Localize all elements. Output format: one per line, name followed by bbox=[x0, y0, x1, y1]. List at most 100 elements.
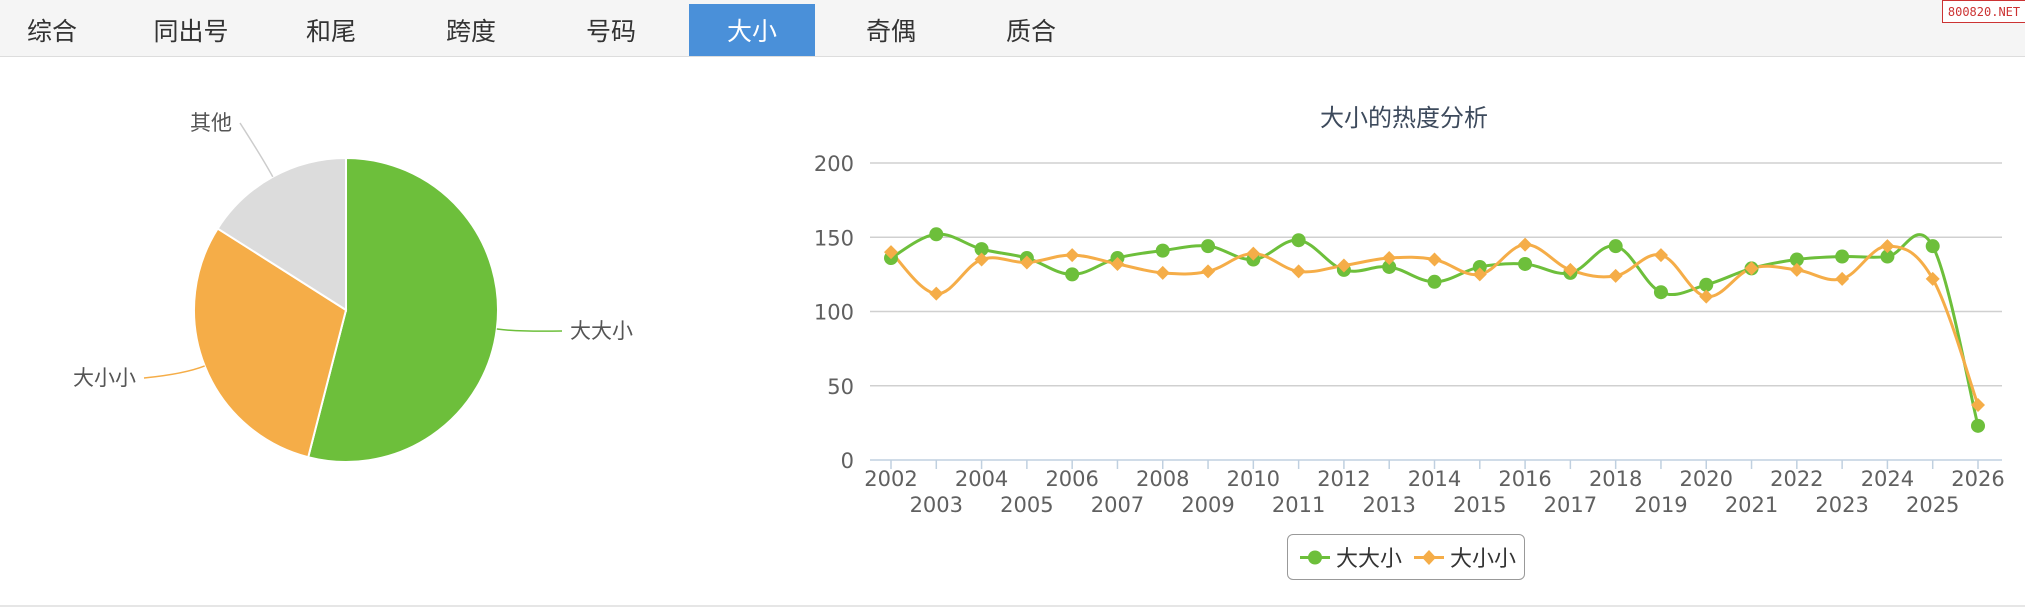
point-s1-2012 bbox=[1336, 258, 1351, 273]
point-s0-2022 bbox=[1789, 252, 1804, 267]
pie-slice-0 bbox=[306, 156, 499, 463]
point-s1-2026 bbox=[1971, 398, 1985, 413]
legend-item-daxiaoxiao[interactable]: 大小小 bbox=[1414, 535, 1516, 579]
point-s1-2003 bbox=[929, 286, 944, 301]
x-tick-label-2010: 2010 bbox=[1227, 467, 1280, 491]
point-s0-2019 bbox=[1653, 285, 1668, 300]
point-s0-2011 bbox=[1291, 233, 1306, 248]
point-s0-2025 bbox=[1925, 239, 1940, 254]
point-s1-2013 bbox=[1382, 251, 1397, 266]
x-tick-label-2004: 2004 bbox=[955, 467, 1008, 491]
pie-label-2: 其他 bbox=[190, 111, 232, 135]
pie-connector-0 bbox=[496, 328, 563, 332]
point-s1-2016 bbox=[1518, 237, 1533, 252]
x-tick-label-2014: 2014 bbox=[1408, 467, 1461, 491]
point-s1-2008 bbox=[1155, 265, 1170, 280]
point-s1-2015 bbox=[1472, 267, 1487, 282]
pie-connector-1 bbox=[143, 365, 205, 379]
x-tick-label-2026: 2026 bbox=[1951, 467, 2004, 491]
y-tick-label-200: 200 bbox=[814, 152, 854, 176]
point-s1-2022 bbox=[1789, 262, 1804, 277]
point-s0-2013 bbox=[1382, 259, 1397, 274]
chart-legend: 大大小 大小小 bbox=[1287, 534, 1525, 580]
x-tick-label-2007: 2007 bbox=[1091, 493, 1144, 517]
point-s1-2024 bbox=[1880, 239, 1895, 254]
point-s0-2009 bbox=[1201, 239, 1216, 254]
point-s0-2018 bbox=[1608, 239, 1623, 254]
x-tick-label-2013: 2013 bbox=[1362, 493, 1415, 517]
tab-bar: 综合 同出号 和尾 跨度 号码 大小 奇偶 质合 bbox=[0, 0, 2025, 57]
point-s1-2010 bbox=[1246, 246, 1261, 261]
point-s1-2011 bbox=[1291, 264, 1306, 279]
line-chart-title: 大小的热度分析 bbox=[1320, 104, 1488, 132]
x-tick-label-2012: 2012 bbox=[1317, 467, 1370, 491]
x-tick-label-2025: 2025 bbox=[1906, 493, 1959, 517]
legend-item-dadaxiao[interactable]: 大大小 bbox=[1300, 535, 1402, 579]
point-s0-2004 bbox=[974, 242, 989, 257]
x-tick-label-2011: 2011 bbox=[1272, 493, 1325, 517]
point-s1-2006 bbox=[1065, 248, 1080, 263]
x-tick-label-2015: 2015 bbox=[1453, 493, 1506, 517]
point-s0-2026 bbox=[1971, 418, 1985, 433]
x-tick-label-2019: 2019 bbox=[1634, 493, 1687, 517]
tab-zhihe[interactable]: 质合 bbox=[1005, 17, 1056, 46]
point-s1-2018 bbox=[1608, 268, 1623, 283]
x-tick-label-2021: 2021 bbox=[1725, 493, 1778, 517]
pie-label-1: 大小小 bbox=[73, 366, 136, 390]
bottom-divider bbox=[0, 605, 2025, 607]
tab-hewei[interactable]: 和尾 bbox=[305, 17, 356, 46]
tab-haoma[interactable]: 号码 bbox=[585, 17, 636, 46]
point-s0-2008 bbox=[1155, 243, 1170, 258]
tab-jiou[interactable]: 奇偶 bbox=[865, 17, 916, 46]
point-s1-2007 bbox=[1110, 256, 1125, 271]
point-s1-2005 bbox=[1019, 255, 1034, 270]
tab-zonghe[interactable]: 综合 bbox=[26, 17, 77, 46]
point-s1-2023 bbox=[1835, 271, 1850, 286]
legend-swatch-green bbox=[1300, 547, 1330, 567]
point-s0-2003 bbox=[929, 227, 944, 242]
pie-label-0: 大大小 bbox=[570, 319, 633, 343]
x-tick-label-2016: 2016 bbox=[1498, 467, 1551, 491]
y-tick-label-0: 0 bbox=[841, 449, 854, 473]
x-tick-label-2008: 2008 bbox=[1136, 467, 1189, 491]
point-s0-2023 bbox=[1835, 249, 1850, 264]
x-tick-label-2023: 2023 bbox=[1815, 493, 1868, 517]
point-s1-2021 bbox=[1744, 261, 1759, 276]
point-s0-2016 bbox=[1518, 256, 1533, 271]
x-tick-label-2022: 2022 bbox=[1770, 467, 1823, 491]
legend-label-daxiaoxiao: 大小小 bbox=[1450, 547, 1517, 572]
x-tick-label-2024: 2024 bbox=[1861, 467, 1914, 491]
point-s1-2014 bbox=[1427, 252, 1442, 267]
point-s1-2009 bbox=[1201, 264, 1216, 279]
x-tick-label-2002: 2002 bbox=[864, 467, 917, 491]
point-s1-2002 bbox=[884, 245, 898, 260]
x-tick-label-2009: 2009 bbox=[1181, 493, 1234, 517]
point-s1-2019 bbox=[1653, 248, 1668, 263]
x-tick-label-2020: 2020 bbox=[1680, 467, 1733, 491]
point-s0-2015 bbox=[1472, 259, 1487, 274]
y-tick-label-50: 50 bbox=[827, 375, 854, 399]
point-s1-2017 bbox=[1563, 262, 1578, 277]
site-watermark: 800820.NET bbox=[1942, 0, 2025, 23]
point-s1-2020 bbox=[1699, 289, 1714, 304]
x-tick-label-2006: 2006 bbox=[1045, 467, 1098, 491]
x-tick-label-2018: 2018 bbox=[1589, 467, 1642, 491]
x-tick-label-2005: 2005 bbox=[1000, 493, 1053, 517]
tab-tongchuhao[interactable]: 同出号 bbox=[153, 17, 229, 46]
tab-daxiao[interactable]: 大小 bbox=[689, 4, 815, 56]
tab-kuadu[interactable]: 跨度 bbox=[445, 17, 496, 46]
point-s0-2006 bbox=[1065, 267, 1080, 282]
pie-connector-2 bbox=[239, 122, 274, 178]
point-s0-2020 bbox=[1699, 277, 1714, 292]
legend-label-dadaxiao: 大大小 bbox=[1336, 547, 1403, 572]
y-tick-label-100: 100 bbox=[814, 301, 854, 325]
pie-slice-2 bbox=[216, 156, 347, 312]
point-s0-2024 bbox=[1880, 249, 1895, 264]
point-s1-2025 bbox=[1925, 271, 1940, 286]
x-tick-label-2003: 2003 bbox=[910, 493, 963, 517]
legend-swatch-orange bbox=[1414, 547, 1444, 567]
point-s1-2004 bbox=[974, 252, 989, 267]
x-tick-label-2017: 2017 bbox=[1544, 493, 1597, 517]
